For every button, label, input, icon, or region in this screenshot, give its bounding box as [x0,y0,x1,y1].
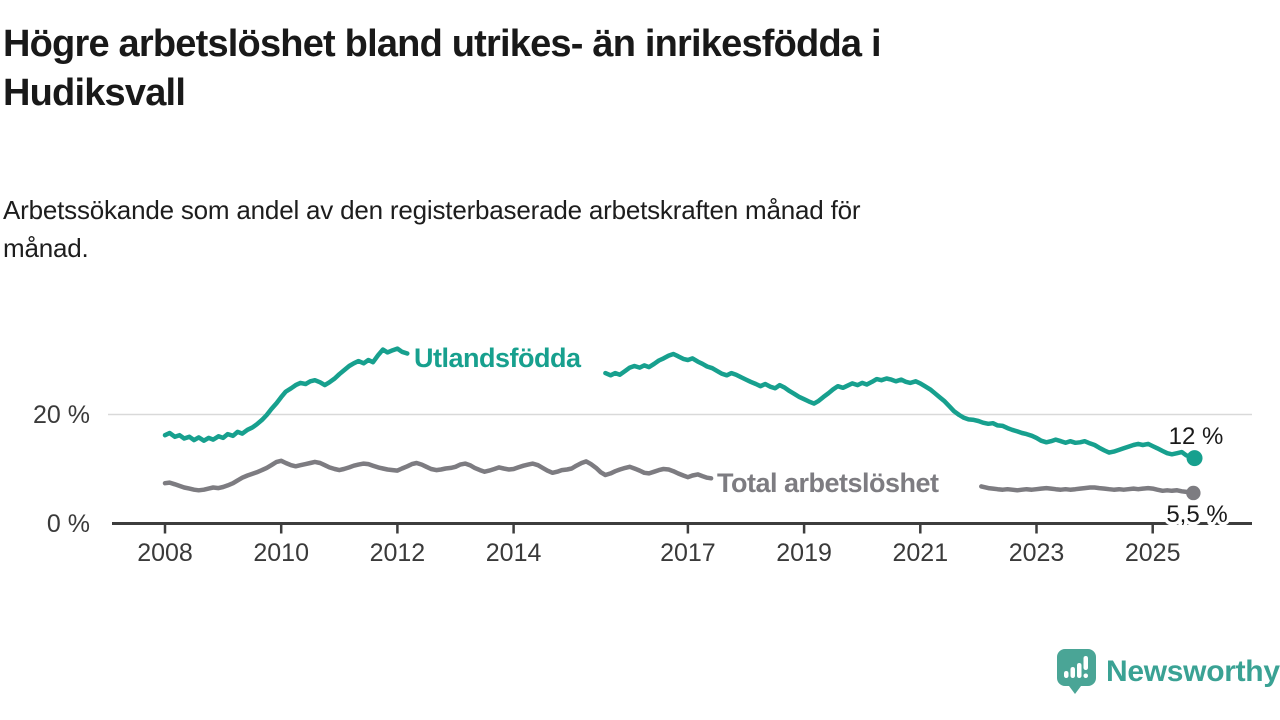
speech-bubble-shape [1057,649,1096,694]
newsworthy-logo[interactable]: Newsworthy [1056,648,1280,695]
series-line-0 [162,346,410,443]
x-tick-label: 2012 [370,539,426,567]
x-tick-label: 2023 [1009,539,1065,567]
end-value-label-utlandsfodda: 12 % [1169,423,1224,450]
x-tick-label: 2008 [137,539,193,567]
x-tick-label: 2019 [776,539,832,567]
x-tick-label: 2025 [1125,539,1181,567]
line-chart: 2008 2010 2012 2014 2017 2019 2021 2023 2025 20 … [33,340,1252,567]
newsworthy-logo-icon [1057,649,1096,694]
chart-subtitle: Arbetssökande som andel av den registerb… [3,195,861,263]
series-label-total-arbetsloshet: Total arbetslöshet [717,468,939,498]
chart-generated-layer: 2008 2010 2012 2014 2017 2019 2021 2023 2025 [108,346,1252,567]
chart-title: Högre arbetslöshet bland utrikes- än inr… [3,23,882,114]
exclamation-dot [1083,673,1088,678]
y-axis-label-0: 0 % [47,510,90,538]
x-tick-label: 2014 [486,539,542,567]
series-end-dot-0 [1186,450,1203,467]
series-line-1 [979,484,1196,496]
exclamation-bar [1083,656,1088,670]
x-tick-label: 2010 [253,539,309,567]
y-axis-label-20: 20 % [33,401,90,429]
series-label-utlandsfodda: Utlandsfödda [414,343,582,373]
newsworthy-wordmark: Newsworthy [1106,654,1280,688]
x-tick-label: 2017 [660,539,716,567]
series-line-0 [603,351,1197,461]
series-line-1 [162,458,714,493]
end-value-label-total: 5,5 % [1166,501,1227,528]
bar-chart-glyph [1064,656,1088,678]
series-end-dot-1 [1186,485,1201,501]
x-tick-label: 2021 [892,539,948,567]
